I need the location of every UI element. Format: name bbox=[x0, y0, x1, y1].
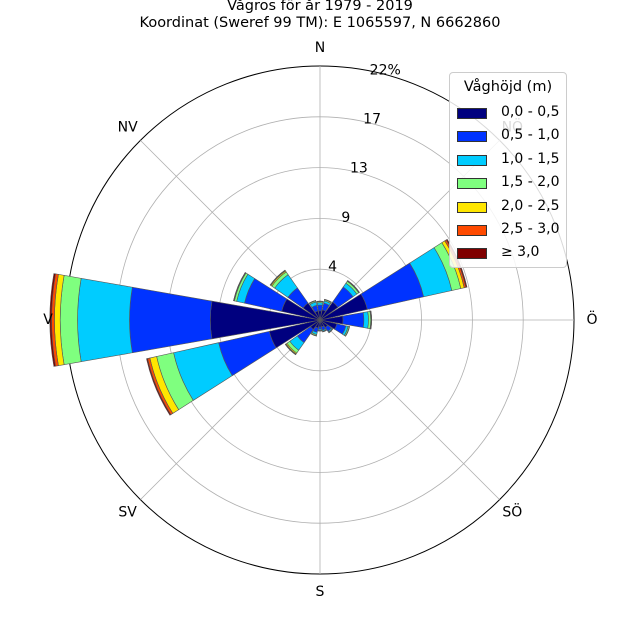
bar-segment-nv-6 bbox=[269, 269, 286, 286]
compass-label-sv: SV bbox=[118, 504, 137, 520]
legend-item: 2,5 - 3,0 bbox=[457, 221, 567, 240]
bar-segment-v-6 bbox=[49, 273, 56, 367]
bar-segment-ösö-5 bbox=[345, 326, 350, 337]
radial-tick-label: 17 bbox=[363, 112, 381, 128]
bar-segment-ssö-4 bbox=[322, 329, 327, 333]
legend-label: 2,5 - 3,0 bbox=[501, 221, 560, 237]
legend-label: ≥ 3,0 bbox=[501, 244, 540, 261]
legend-item: 0,0 - 0,5 bbox=[457, 104, 567, 123]
bars-layer bbox=[49, 238, 468, 416]
bar-segment-sö-4 bbox=[328, 328, 334, 334]
legend-swatch bbox=[457, 178, 487, 190]
chart-title: Vågros för år 1979 - 2019 bbox=[227, 0, 413, 14]
legend-swatch bbox=[457, 248, 487, 260]
compass-label-n: N bbox=[315, 40, 325, 56]
bar-segment-ö-6 bbox=[370, 310, 373, 330]
legend-item: 1,5 - 2,0 bbox=[457, 174, 567, 193]
legend-label: 2,0 - 2,5 bbox=[501, 197, 560, 214]
grid-spoke bbox=[319, 319, 500, 500]
legend-item: 2,0 - 2,5 bbox=[457, 197, 567, 217]
legend-title: Våghöjd (m) bbox=[463, 79, 553, 95]
legend-label: 0,0 - 0,5 bbox=[501, 104, 560, 120]
bar-segment-ö-2 bbox=[362, 311, 369, 329]
radial-tick-label: 4 bbox=[328, 259, 337, 275]
bar-segment-vnv-6 bbox=[233, 272, 246, 302]
bar-segment-nnö-6 bbox=[324, 298, 332, 303]
radial-tick-label: 13 bbox=[350, 161, 368, 177]
compass-label-v: V bbox=[43, 312, 53, 328]
bar-segment-n-1 bbox=[317, 304, 323, 312]
legend-item: 1,0 - 1,5 bbox=[457, 150, 567, 170]
legend-item: 0,5 - 1,0 bbox=[457, 127, 567, 146]
chart-subtitle: Koordinat (Sweref 99 TM): E 1065597, N 6… bbox=[139, 15, 501, 31]
radial-tick-label: 22% bbox=[370, 63, 401, 79]
legend-swatch bbox=[457, 201, 487, 213]
bar-segment-nö-6 bbox=[347, 280, 360, 293]
legend-swatch bbox=[457, 154, 487, 166]
bar-segment-vsv-6 bbox=[146, 358, 172, 416]
compass-label-ö: Ö bbox=[586, 310, 597, 328]
legend-swatch bbox=[457, 225, 487, 236]
legend-item: ≥ 3,0 bbox=[457, 244, 567, 263]
bar-segment-nnv-6 bbox=[308, 300, 317, 304]
legend: Våghöjd (m) 0,0 - 0,5 0,5 - 1,0 1,0 - 1,5 1… bbox=[449, 72, 567, 268]
compass-label-s: S bbox=[316, 584, 325, 600]
bar-segment-ssv-5 bbox=[310, 333, 317, 337]
legend-label: 0,5 - 1,0 bbox=[501, 127, 560, 144]
bar-segment-v-2 bbox=[77, 277, 133, 363]
radial-tick-label: 9 bbox=[341, 210, 350, 226]
legend-label: 1,5 - 2,0 bbox=[501, 174, 560, 191]
bar-segment-v-1 bbox=[129, 286, 213, 354]
legend-label: 1,0 - 1,5 bbox=[501, 150, 560, 167]
bar-segment-sv-6 bbox=[284, 343, 297, 356]
legend-swatch bbox=[457, 131, 487, 143]
bar-segment-ö-1 bbox=[342, 312, 365, 328]
compass-label-sö: SÖ bbox=[502, 502, 522, 520]
title-block: Vågros för år 1979 - 2019 Koordinat (Swe… bbox=[0, 0, 640, 32]
legend-swatch bbox=[457, 108, 487, 119]
compass-label-nv: NV bbox=[118, 120, 138, 136]
